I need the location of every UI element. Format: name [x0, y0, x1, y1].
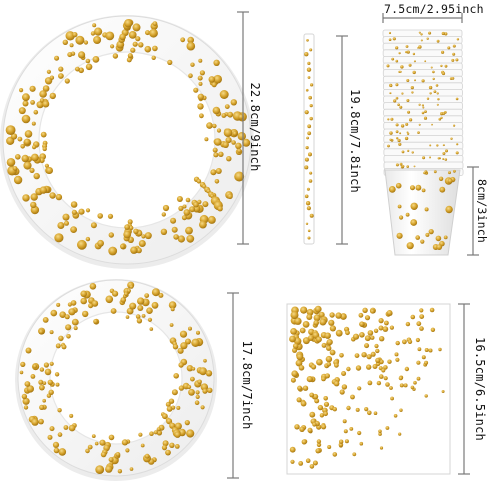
cup-stack [382, 29, 464, 256]
measure-lines [227, 11, 479, 479]
small-plate-dots [19, 281, 213, 474]
paper-straw [303, 33, 315, 245]
straw-length-label: 19.8cm/7.8inch [348, 89, 362, 193]
straw-dots [304, 39, 314, 240]
large-plate-dots [5, 19, 251, 256]
cup-top-diameter-label: 7.5cm/2.95inch [384, 2, 484, 16]
napkin-size-label: 16.5cm/6.5inch [473, 337, 487, 441]
napkin-dots [289, 305, 445, 469]
large-plate [0, 15, 254, 269]
cup-height-label: 8cm/3inch [475, 178, 489, 244]
large-plate-diameter-label: 22.8cm/9inch [248, 82, 262, 172]
napkin [286, 303, 451, 475]
small-plate-diameter-label: 17.8cm/7inch [240, 340, 254, 430]
cup-dots [386, 31, 460, 251]
small-plate [15, 279, 217, 481]
